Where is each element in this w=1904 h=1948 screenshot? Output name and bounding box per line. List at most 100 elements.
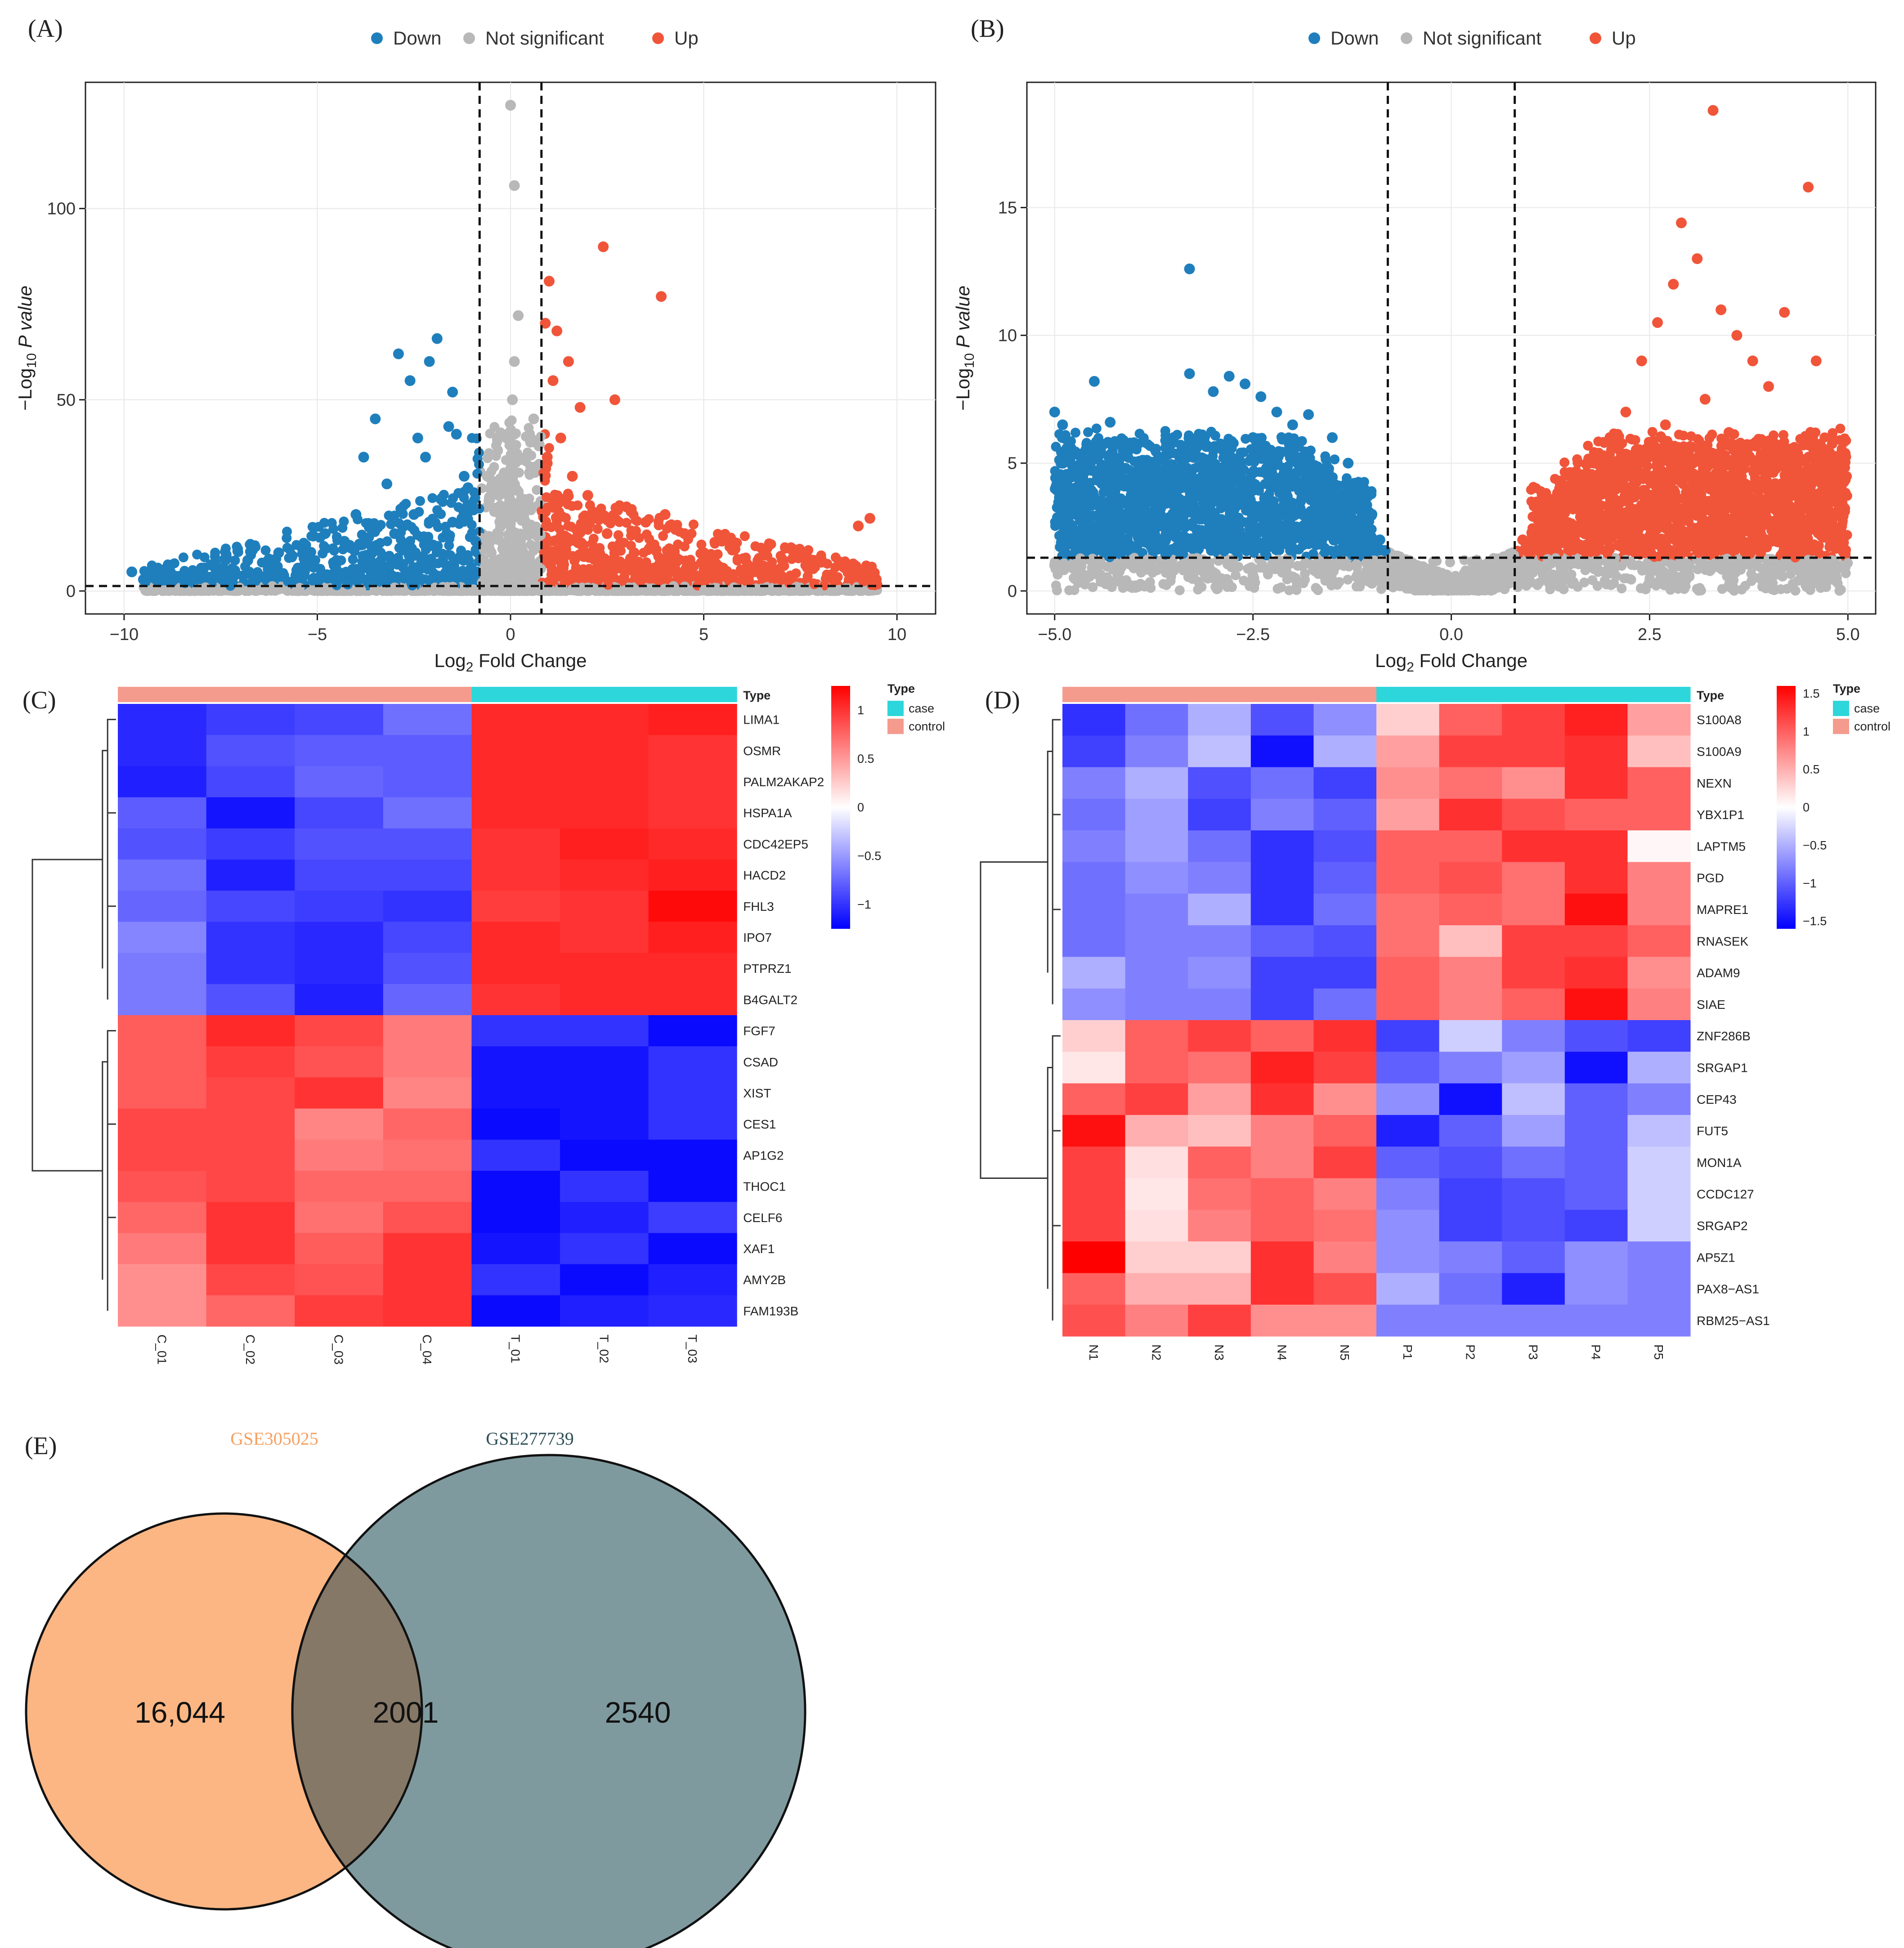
data-point-cloud xyxy=(766,573,776,583)
data-point-cloud xyxy=(470,545,481,555)
data-point-cloud xyxy=(152,566,163,576)
data-point-cloud xyxy=(220,543,231,554)
data-point-up xyxy=(698,547,709,558)
data-point-cloud xyxy=(466,519,477,530)
data-point-cloud xyxy=(739,531,750,542)
data-point-cloud xyxy=(427,493,438,503)
data-point-cloud xyxy=(803,545,814,555)
data-point-cloud xyxy=(178,552,188,563)
data-point-up xyxy=(656,291,667,302)
data-point-cloud xyxy=(596,564,606,574)
data-point-not-significant xyxy=(389,582,400,594)
x-tick-label: −10 xyxy=(110,625,139,644)
y-tick-label: 10 xyxy=(998,327,1017,345)
data-point-cloud xyxy=(629,586,640,596)
data-point-down xyxy=(412,432,423,443)
y-tick-label: 15 xyxy=(998,198,1017,217)
data-point-not-significant xyxy=(505,100,516,111)
data-point-cloud xyxy=(393,552,403,563)
y-tick-label: 0 xyxy=(66,582,76,601)
data-point-cloud xyxy=(323,573,333,584)
data-point-cloud xyxy=(498,470,509,480)
data-point-cloud xyxy=(376,519,386,530)
data-point-cloud xyxy=(479,554,489,564)
data-point-down xyxy=(126,566,138,578)
data-point-up xyxy=(543,276,555,287)
data-point-not-significant xyxy=(501,432,512,443)
data-point-cloud xyxy=(522,519,532,530)
data-point-cloud xyxy=(401,538,411,549)
x-tick-label: 0 xyxy=(506,625,515,644)
data-point-cloud xyxy=(819,580,829,591)
data-point-not-significant xyxy=(520,452,532,463)
data-point-cloud xyxy=(631,515,641,525)
data-point-down xyxy=(408,509,420,520)
data-point-cloud xyxy=(221,552,232,563)
data-point-cloud xyxy=(260,545,271,555)
data-point-up xyxy=(582,490,593,501)
data-point-cloud xyxy=(626,525,636,536)
data-point-cloud xyxy=(319,518,329,528)
data-point-not-significant xyxy=(524,555,535,566)
data-point-cloud xyxy=(525,540,536,550)
data-point-cloud xyxy=(766,563,776,573)
data-point-up xyxy=(621,501,632,512)
data-point-down xyxy=(300,539,311,551)
data-point-cloud xyxy=(662,524,672,534)
legend-key-down xyxy=(371,32,383,44)
legend-key-up xyxy=(1590,32,1601,44)
data-point-not-significant xyxy=(509,356,520,367)
data-point-cloud xyxy=(588,533,599,544)
data-point-cloud xyxy=(445,530,455,541)
data-point-cloud xyxy=(673,586,683,596)
data-point-cloud xyxy=(371,540,381,550)
data-point-cloud xyxy=(709,537,720,547)
data-point-cloud xyxy=(370,527,380,537)
data-point-cloud xyxy=(332,580,342,591)
data-point-cloud xyxy=(634,533,644,543)
data-point-cloud xyxy=(336,571,347,581)
data-point-cloud xyxy=(579,540,589,550)
data-point-up xyxy=(578,551,590,562)
volcano-plot-b: (B) Down Not significant Up −5.0 −2.5 0.0 2.5… xyxy=(952,15,1877,675)
data-point-cloud xyxy=(613,530,623,540)
data-point-not-significant xyxy=(447,582,458,593)
data-point-cloud xyxy=(505,553,515,564)
y-tick-label: 5 xyxy=(1008,454,1017,473)
data-point-cloud xyxy=(466,563,476,573)
data-point-cloud xyxy=(287,551,298,561)
data-point-cloud xyxy=(377,586,388,596)
data-point-cloud xyxy=(179,565,190,576)
data-point-cloud xyxy=(490,502,500,513)
data-point-cloud xyxy=(654,520,664,530)
data-point-cloud xyxy=(298,553,309,564)
data-point-up xyxy=(667,555,678,566)
data-point-cloud xyxy=(1051,580,1061,591)
data-point-cloud xyxy=(230,555,240,565)
x-tick-label: 2.5 xyxy=(1638,625,1662,644)
data-point-down xyxy=(447,386,458,398)
data-point-cloud xyxy=(644,534,654,544)
data-point-cloud xyxy=(547,564,557,574)
data-point-not-significant xyxy=(497,574,508,585)
data-point-cloud xyxy=(233,544,243,554)
data-point-cloud xyxy=(504,417,515,428)
data-point-down xyxy=(447,516,458,528)
data-point-cloud xyxy=(672,519,682,530)
data-point-down xyxy=(254,570,265,581)
data-point-cloud xyxy=(540,540,551,550)
data-point-cloud xyxy=(647,583,658,594)
data-point-cloud xyxy=(1206,426,1216,437)
data-point-cloud xyxy=(485,428,495,439)
data-point-cloud xyxy=(170,586,180,596)
data-point-cloud xyxy=(384,564,394,574)
data-point-cloud xyxy=(807,562,818,572)
data-point-cloud xyxy=(627,556,637,567)
data-point-cloud xyxy=(839,561,849,571)
data-point-cloud xyxy=(549,536,560,546)
data-point-cloud xyxy=(551,512,561,523)
data-point-not-significant xyxy=(513,310,524,321)
legend-a: Down Not significant Up xyxy=(371,27,699,49)
legend-key-not-significant xyxy=(463,32,475,44)
